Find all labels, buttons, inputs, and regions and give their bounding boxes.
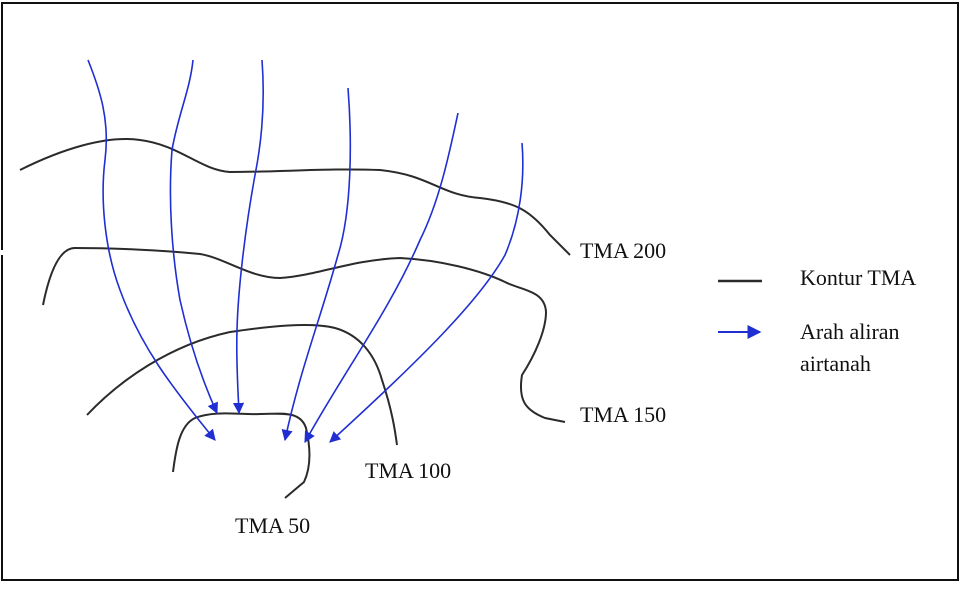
contour-line-tma-150 — [42, 246, 566, 423]
contour-line-tma-200 — [19, 138, 571, 256]
contour-line-tma-50 — [172, 412, 311, 499]
frame-border — [1, 2, 959, 581]
legend-contour-label: Kontur TMA — [800, 262, 917, 294]
label-tma-200: TMA 200 — [580, 238, 667, 264]
flow-arrow-5 — [304, 112, 459, 443]
flow-arrow-3 — [232, 59, 264, 415]
flow-arrow-2 — [169, 59, 218, 415]
label-tma-50: TMA 50 — [235, 513, 311, 539]
flow-arrow-1 — [87, 59, 216, 441]
flow-arrow-4 — [281, 87, 352, 442]
legend-flow-label-line1: Arah aliran — [800, 316, 900, 348]
legend-flow-label-line2: airtanah — [800, 348, 871, 380]
flow-arrow-6 — [329, 142, 524, 443]
label-tma-100: TMA 100 — [365, 458, 452, 484]
contour-line-tma-100 — [86, 324, 398, 446]
label-tma-150: TMA 150 — [580, 402, 667, 428]
